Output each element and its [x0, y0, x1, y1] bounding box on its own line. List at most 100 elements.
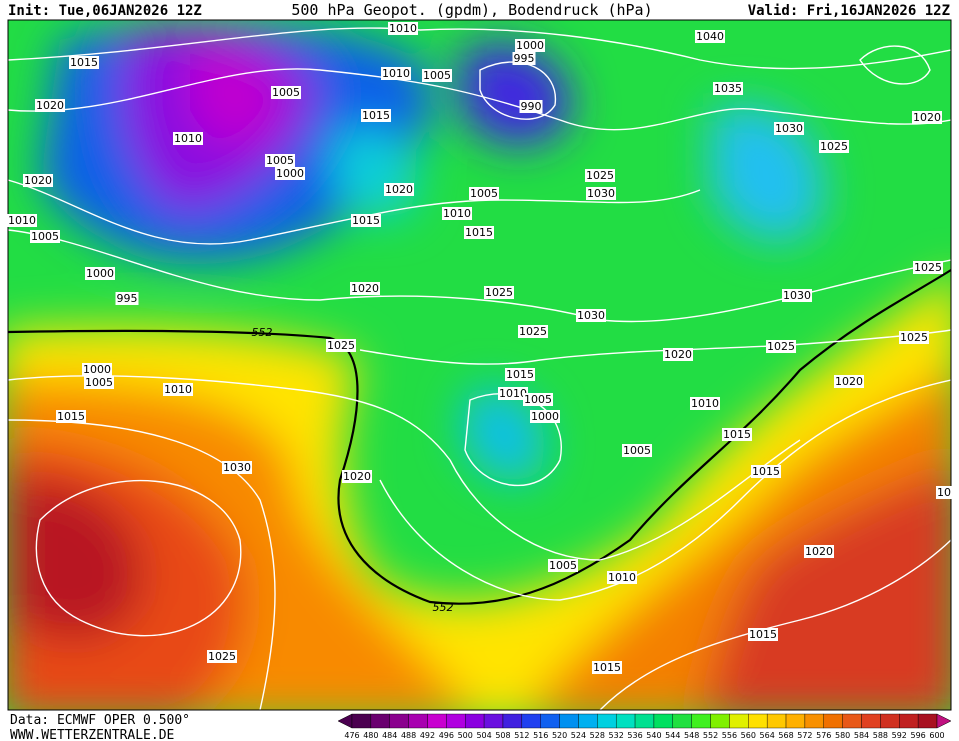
label-box: [469, 187, 499, 200]
colorbar-swatch: [559, 713, 579, 729]
label-box: [275, 167, 305, 180]
colorbar-label: 556: [722, 731, 737, 740]
colorbar-label: 584: [854, 731, 869, 740]
isobar-label: 1015: [506, 368, 534, 381]
isobar-label: 1035: [714, 82, 742, 95]
colorbar-label: 552: [703, 731, 718, 740]
colorbar-label: 512: [514, 731, 529, 740]
label-box: [350, 282, 380, 295]
map-title: 500 hPa Geopot. (gpdm), Bodendruck (hPa): [291, 1, 652, 19]
label-box: [422, 69, 452, 82]
colorbar-label: 524: [571, 731, 586, 740]
label-box: [384, 183, 414, 196]
colorbar-label: 508: [495, 731, 510, 740]
label-box: [782, 289, 812, 302]
colorbar-swatch: [351, 713, 372, 729]
colorbar-swatch: [672, 713, 692, 729]
colorbar-label: 548: [684, 731, 699, 740]
label-box: [222, 461, 252, 474]
website: WWW.WETTERZENTRALE.DE: [10, 728, 174, 741]
label-box: [607, 571, 637, 584]
label-box: [7, 214, 37, 227]
colorbar-swatch: [370, 713, 390, 729]
colorbar-swatch: [483, 713, 504, 729]
colorbar-swatch: [691, 713, 711, 729]
label-box: [695, 30, 725, 43]
valid-time: Valid: Fri,16JAN2026 12Z: [748, 3, 950, 19]
colorbar-label: 532: [609, 731, 624, 740]
isobar-label: 1000: [86, 267, 114, 280]
isobar-label: 1015: [57, 410, 85, 423]
label-box: [834, 375, 864, 388]
label-box: [23, 174, 53, 187]
isobar-label: 1005: [266, 154, 294, 167]
colorbar-arrow-right: [936, 713, 952, 729]
label-box: [899, 331, 929, 344]
map-field: [8, 20, 951, 710]
isobar-label: 1005: [470, 187, 498, 200]
isobar-label: 1010: [691, 397, 719, 410]
colorbar-label: 540: [646, 731, 661, 740]
label-box: [85, 267, 115, 280]
colorbar-label: 600: [929, 731, 944, 740]
isobar-label: 1010: [443, 207, 471, 220]
label-box: [464, 226, 494, 239]
colorbar-label: 536: [627, 731, 642, 740]
isobar-label: 1015: [593, 661, 621, 674]
colorbar-swatch: [653, 713, 674, 729]
isobar-label: 1010: [8, 214, 36, 227]
label-box: [913, 261, 943, 274]
colorbar-label: 592: [892, 731, 907, 740]
colorbar-swatch: [880, 713, 900, 729]
isobar-label: 1015: [723, 428, 751, 441]
label-box: [381, 67, 411, 80]
isobar-label: 1025: [208, 650, 236, 663]
colorbar-label: 596: [910, 731, 925, 740]
label-box: [84, 376, 114, 389]
colorbar-swatch: [521, 713, 541, 729]
label-box: [265, 154, 295, 167]
colorbar-label: 580: [835, 731, 850, 740]
label-box: [351, 214, 381, 227]
label-box: [804, 545, 834, 558]
label-box: [518, 325, 548, 338]
colorbar-swatch: [634, 713, 655, 729]
label-box: [442, 207, 472, 220]
isobar-label: 1005: [423, 69, 451, 82]
colorbar-swatch: [615, 713, 636, 729]
colorbar-swatch: [729, 713, 749, 729]
colorbar-label: 484: [382, 731, 397, 740]
isobar-label: 1030: [775, 122, 803, 135]
isobar-label: 1030: [577, 309, 605, 322]
isobar-label: 1020: [24, 174, 52, 187]
isobar-label: 1025: [519, 325, 547, 338]
isobar-label: 1000: [531, 410, 559, 423]
label-box: [663, 348, 693, 361]
label-box: [576, 309, 606, 322]
isobar-label: 1005: [549, 559, 577, 572]
isobar-label: 1000: [516, 39, 544, 52]
isobar-label: 1010: [389, 22, 417, 35]
colorbar-swatch: [408, 713, 428, 729]
label-box: [586, 187, 616, 200]
label-box: [713, 82, 743, 95]
isobar-label: 1020: [835, 375, 863, 388]
isobar-label: 1025: [327, 339, 355, 352]
label-box: [585, 169, 615, 182]
isobar-label: 1040: [696, 30, 724, 43]
map-frame: [7, 19, 952, 711]
label-box: [751, 465, 781, 478]
colorbar-swatch: [823, 713, 843, 729]
colorbar-label: 488: [401, 731, 416, 740]
colorbar-label: 588: [873, 731, 888, 740]
label-box: [722, 428, 752, 441]
label-box: [56, 410, 86, 423]
isobar-label: 1025: [900, 331, 928, 344]
isobar-label: 995: [117, 292, 138, 305]
colorbar-label: 564: [760, 731, 775, 740]
colorbar-label: 572: [797, 731, 812, 740]
colorbar-label: 528: [590, 731, 605, 740]
isobar-label: 1010: [174, 132, 202, 145]
